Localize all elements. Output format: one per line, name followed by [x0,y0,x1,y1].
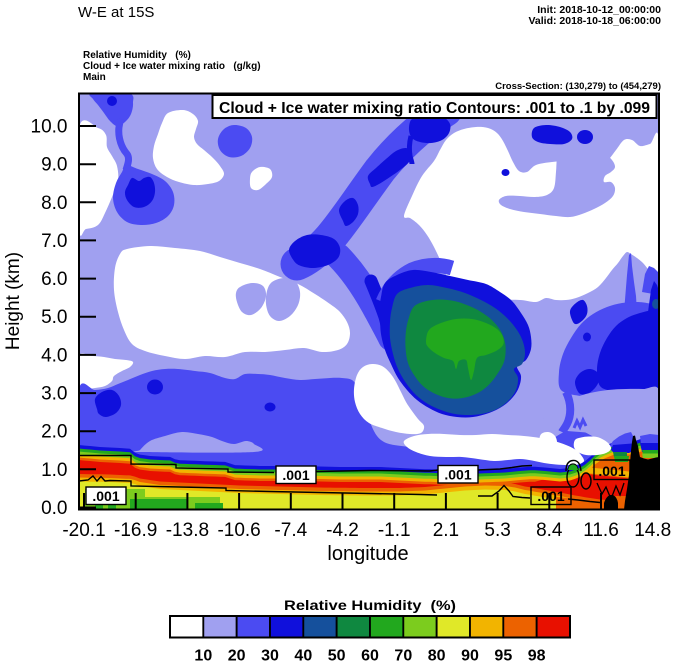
svg-text:-16.9: -16.9 [114,520,157,541]
svg-text:Height (km): Height (km) [3,252,24,350]
svg-text:6.0: 6.0 [41,269,67,290]
svg-text:8.0: 8.0 [41,193,67,214]
svg-text:.001: .001 [92,488,119,504]
svg-text:90: 90 [461,648,479,665]
svg-text:5.0: 5.0 [41,307,67,328]
svg-text:-13.8: -13.8 [166,520,209,541]
svg-text:2.1: 2.1 [433,520,459,541]
svg-text:14.8: 14.8 [634,520,671,541]
svg-text:10.0: 10.0 [31,117,68,138]
svg-text:11.6: 11.6 [583,520,619,541]
svg-text:-7.4: -7.4 [274,520,307,541]
svg-text:5.3: 5.3 [484,520,510,541]
svg-text:50: 50 [328,648,346,665]
svg-text:.001: .001 [444,467,471,483]
svg-text:Cloud + Ice water mixing ratio: Cloud + Ice water mixing ratio (g/kg) [83,61,261,72]
svg-text:4.0: 4.0 [41,345,67,366]
svg-text:8.4: 8.4 [536,520,563,541]
svg-text:Init: 2018-10-12_00:00:00: Init: 2018-10-12_00:00:00 [537,4,661,16]
svg-text:.001: .001 [598,463,625,479]
svg-text:20: 20 [228,648,246,665]
svg-text:80: 80 [428,648,446,665]
svg-text:Relative Humidity (%): Relative Humidity (%) [284,598,456,613]
svg-text:2.0: 2.0 [41,422,67,443]
svg-text:1.0: 1.0 [41,460,67,481]
svg-text:30: 30 [261,648,279,665]
svg-text:-4.2: -4.2 [326,520,359,541]
svg-text:Valid: 2018-10-18_06:00:00: Valid: 2018-10-18_06:00:00 [528,15,661,27]
svg-text:7.0: 7.0 [41,231,67,252]
svg-text:95: 95 [494,648,512,665]
svg-text:Cross-Section: (130,279) to (4: Cross-Section: (130,279) to (454,279) [495,81,661,92]
svg-text:W-E at 15S: W-E at 15S [78,4,154,21]
svg-text:Cloud + Ice water mixing ratio: Cloud + Ice water mixing ratio Contours:… [219,100,650,117]
svg-text:Relative Humidity (%): Relative Humidity (%) [83,50,191,61]
svg-text:Main: Main [83,72,106,83]
svg-text:9.0: 9.0 [41,155,67,176]
svg-text:3.0: 3.0 [41,384,67,405]
svg-text:longitude: longitude [327,543,408,565]
svg-text:60: 60 [361,648,379,665]
svg-text:40: 40 [294,648,312,665]
svg-text:98: 98 [528,648,546,665]
svg-text:-10.6: -10.6 [217,520,260,541]
svg-text:.001: .001 [282,467,309,483]
svg-text:.001: .001 [537,488,564,504]
svg-text:70: 70 [394,648,412,665]
svg-text:10: 10 [194,648,212,665]
svg-text:-1.1: -1.1 [378,520,411,541]
svg-text:-20.1: -20.1 [62,520,105,541]
svg-text:0.0: 0.0 [41,498,67,519]
